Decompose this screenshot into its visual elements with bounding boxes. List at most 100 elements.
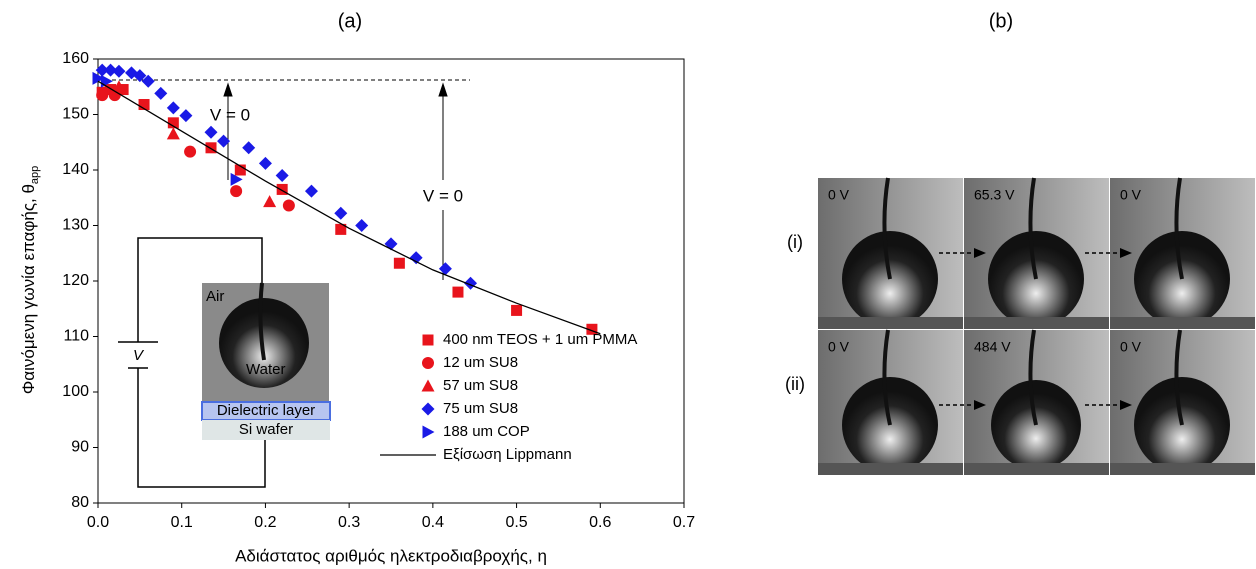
legend-label: 400 nm TEOS + 1 um PMMA bbox=[443, 331, 637, 348]
needle bbox=[1174, 177, 1184, 280]
point bbox=[141, 74, 155, 88]
point bbox=[99, 83, 113, 96]
substrate bbox=[1110, 463, 1255, 475]
point bbox=[133, 69, 147, 83]
substrate bbox=[964, 463, 1109, 475]
point bbox=[242, 141, 256, 155]
panel-label: (a) bbox=[338, 10, 362, 32]
inset-label: Si wafer bbox=[239, 421, 293, 438]
row-label: (ii) bbox=[785, 374, 805, 394]
legend-label: 12 um SU8 bbox=[443, 354, 518, 371]
frame-label: 0 V bbox=[1120, 187, 1142, 203]
point bbox=[104, 63, 118, 77]
point bbox=[282, 199, 295, 212]
frame-label: 484 V bbox=[974, 339, 1011, 355]
y-tick-label: 90 bbox=[71, 439, 89, 456]
y-axis-label: Φαινόμενη γωνία επαφής, θapp bbox=[19, 166, 40, 395]
point bbox=[154, 86, 168, 100]
point bbox=[166, 101, 180, 115]
point bbox=[452, 286, 464, 298]
legend-swatch bbox=[421, 402, 435, 416]
substrate bbox=[818, 317, 963, 329]
point bbox=[234, 164, 246, 176]
legend-swatch bbox=[422, 334, 434, 346]
point bbox=[586, 323, 598, 335]
point bbox=[438, 262, 452, 276]
y-tick-label: 130 bbox=[62, 217, 89, 234]
x-tick-label: 0.5 bbox=[505, 514, 527, 531]
legend-label: Εξίσωση Lippmann bbox=[443, 446, 572, 463]
needle bbox=[1028, 329, 1038, 426]
x-tick-label: 0.2 bbox=[254, 514, 276, 531]
frame-label: 65.3 V bbox=[974, 187, 1015, 203]
row-label: (i) bbox=[787, 232, 803, 252]
substrate bbox=[964, 317, 1109, 329]
point bbox=[95, 63, 109, 77]
point bbox=[275, 169, 289, 183]
point bbox=[304, 184, 318, 198]
x-tick-label: 0.1 bbox=[171, 514, 193, 531]
annotation: V = 0 bbox=[423, 186, 463, 205]
point bbox=[511, 304, 523, 316]
fit-line bbox=[97, 80, 601, 335]
point bbox=[217, 134, 231, 148]
arrow-head bbox=[1120, 248, 1132, 258]
inset bbox=[118, 237, 266, 488]
arrow-head bbox=[1120, 400, 1132, 410]
point bbox=[409, 251, 423, 265]
inset-label: V bbox=[133, 347, 145, 364]
needle bbox=[1174, 329, 1184, 426]
point bbox=[167, 117, 179, 129]
legend-label: 188 um COP bbox=[443, 423, 530, 440]
point bbox=[112, 64, 126, 78]
y-axis-label-main: Φαινόμενη γωνία επαφής, θ bbox=[19, 184, 38, 394]
point bbox=[334, 206, 348, 220]
point bbox=[355, 219, 369, 232]
inset-drop bbox=[219, 298, 309, 388]
y-tick-label: 100 bbox=[62, 383, 89, 400]
x-tick-label: 0.6 bbox=[589, 514, 611, 531]
y-tick-label: 110 bbox=[63, 328, 89, 345]
y-tick-label: 160 bbox=[62, 50, 89, 67]
x-tick-label: 0.4 bbox=[422, 514, 444, 531]
legend-swatch bbox=[422, 425, 435, 439]
x-tick-label: 0.0 bbox=[87, 514, 109, 531]
substrate bbox=[818, 463, 963, 475]
point bbox=[263, 195, 277, 208]
inset-label: Water bbox=[246, 361, 285, 378]
point bbox=[112, 80, 126, 93]
legend-label: 75 um SU8 bbox=[443, 400, 518, 417]
y-tick-label: 80 bbox=[71, 494, 89, 511]
x-tick-label: 0.3 bbox=[338, 514, 360, 531]
legend-label: 57 um SU8 bbox=[443, 377, 518, 394]
annotation: V = 0 bbox=[210, 105, 250, 124]
legend-swatch bbox=[421, 379, 435, 392]
point bbox=[276, 183, 288, 195]
point bbox=[166, 127, 180, 140]
y-tick-label: 120 bbox=[62, 272, 89, 289]
point bbox=[258, 156, 272, 170]
point bbox=[205, 142, 217, 154]
inset-label: Air bbox=[206, 288, 224, 305]
y-tick-label: 140 bbox=[62, 161, 89, 178]
needle bbox=[882, 329, 892, 426]
arrow-head bbox=[974, 400, 986, 410]
point bbox=[92, 71, 105, 85]
legend-swatch bbox=[422, 357, 434, 369]
point bbox=[138, 99, 150, 111]
point bbox=[179, 109, 193, 123]
frame-label: 0 V bbox=[1120, 339, 1142, 355]
x-tick-label: 0.7 bbox=[673, 514, 695, 531]
point bbox=[393, 257, 405, 269]
point bbox=[184, 145, 197, 158]
inset-label: Dielectric layer bbox=[217, 402, 315, 419]
frame-label: 0 V bbox=[828, 339, 850, 355]
y-axis-label-sub: app bbox=[29, 166, 41, 184]
substrate bbox=[1110, 317, 1255, 329]
si-wafer bbox=[202, 420, 330, 440]
frame-label: 0 V bbox=[828, 187, 850, 203]
point bbox=[335, 223, 347, 235]
point bbox=[230, 172, 243, 186]
